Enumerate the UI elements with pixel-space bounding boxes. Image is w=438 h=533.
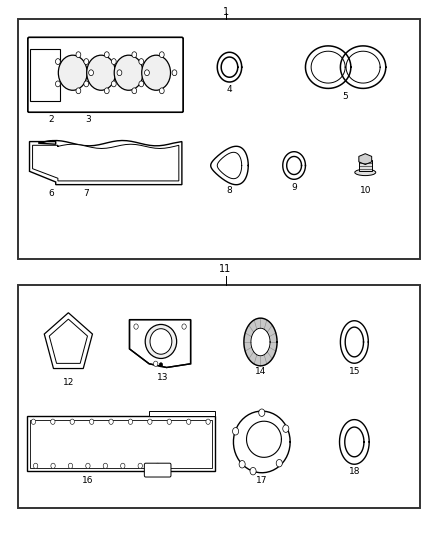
Circle shape: [182, 324, 186, 329]
Circle shape: [134, 324, 138, 329]
Text: 16: 16: [82, 477, 94, 486]
Circle shape: [153, 361, 158, 367]
Circle shape: [250, 467, 256, 475]
Text: 18: 18: [349, 467, 360, 477]
Polygon shape: [29, 141, 182, 184]
Text: 8: 8: [226, 186, 232, 195]
Circle shape: [132, 52, 137, 58]
Circle shape: [142, 55, 170, 90]
Bar: [149, 411, 215, 416]
Circle shape: [145, 70, 149, 76]
Circle shape: [206, 419, 210, 424]
Text: 12: 12: [63, 377, 74, 386]
Circle shape: [159, 363, 162, 367]
Bar: [18, 19, 420, 259]
FancyBboxPatch shape: [145, 463, 171, 477]
Circle shape: [51, 463, 55, 469]
Text: 3: 3: [85, 115, 91, 124]
Circle shape: [89, 419, 94, 424]
Circle shape: [117, 70, 122, 76]
Circle shape: [33, 463, 38, 469]
Circle shape: [138, 463, 142, 469]
Polygon shape: [247, 421, 282, 457]
Circle shape: [76, 52, 81, 58]
Circle shape: [139, 81, 144, 87]
FancyBboxPatch shape: [29, 419, 212, 468]
Circle shape: [76, 88, 81, 94]
Circle shape: [58, 55, 87, 90]
Circle shape: [88, 70, 93, 76]
Circle shape: [103, 463, 108, 469]
Text: 17: 17: [256, 477, 268, 486]
Circle shape: [86, 463, 90, 469]
Circle shape: [111, 59, 116, 64]
FancyBboxPatch shape: [28, 37, 183, 112]
Text: 14: 14: [255, 367, 266, 376]
Polygon shape: [130, 320, 191, 368]
Bar: [359, 160, 372, 171]
Polygon shape: [233, 411, 290, 473]
Circle shape: [239, 461, 245, 468]
Bar: [30, 49, 60, 101]
Text: 10: 10: [360, 186, 371, 195]
Polygon shape: [359, 154, 372, 165]
Circle shape: [84, 81, 88, 87]
Text: 4: 4: [227, 85, 232, 94]
Circle shape: [148, 419, 152, 424]
Circle shape: [233, 427, 239, 435]
Circle shape: [68, 463, 73, 469]
Polygon shape: [32, 144, 179, 181]
Circle shape: [70, 419, 74, 424]
Text: 7: 7: [83, 189, 89, 198]
Circle shape: [104, 88, 109, 94]
Text: 13: 13: [156, 373, 168, 382]
Circle shape: [167, 419, 171, 424]
FancyBboxPatch shape: [27, 416, 215, 471]
Circle shape: [120, 463, 125, 469]
Polygon shape: [244, 318, 277, 366]
Circle shape: [172, 70, 177, 76]
Circle shape: [187, 419, 191, 424]
Circle shape: [56, 59, 60, 64]
Circle shape: [31, 419, 35, 424]
Text: 2: 2: [48, 115, 54, 124]
Ellipse shape: [150, 329, 172, 354]
Circle shape: [111, 81, 116, 87]
Text: 11: 11: [219, 264, 232, 274]
Text: 5: 5: [343, 92, 349, 101]
Circle shape: [114, 55, 143, 90]
Circle shape: [109, 419, 113, 424]
Circle shape: [283, 425, 289, 432]
Bar: [18, 285, 420, 508]
Circle shape: [132, 88, 137, 94]
Circle shape: [51, 419, 55, 424]
Circle shape: [56, 81, 60, 87]
Text: 1: 1: [223, 7, 229, 17]
Circle shape: [128, 419, 133, 424]
Circle shape: [87, 55, 116, 90]
Circle shape: [159, 52, 164, 58]
Text: 9: 9: [291, 182, 297, 191]
Circle shape: [155, 463, 160, 469]
Text: 6: 6: [48, 189, 54, 198]
Circle shape: [159, 88, 164, 94]
Circle shape: [276, 459, 283, 467]
Polygon shape: [251, 328, 270, 356]
Ellipse shape: [355, 169, 376, 175]
Text: 15: 15: [349, 367, 360, 376]
Circle shape: [139, 59, 144, 64]
Ellipse shape: [145, 325, 177, 359]
Circle shape: [259, 409, 265, 416]
Polygon shape: [44, 313, 92, 368]
Circle shape: [84, 59, 88, 64]
Circle shape: [104, 52, 109, 58]
